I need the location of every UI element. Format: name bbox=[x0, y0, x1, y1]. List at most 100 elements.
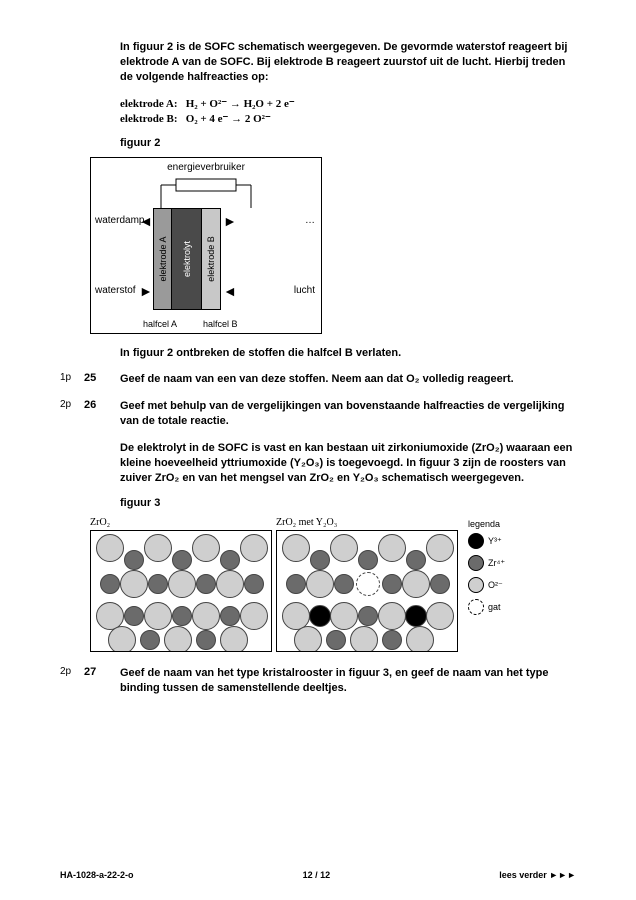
atom-gap bbox=[356, 572, 380, 596]
atom-zr bbox=[124, 606, 144, 626]
atom-zr bbox=[124, 550, 144, 570]
atom-zr bbox=[172, 606, 192, 626]
footer-right: lees verder ►►► bbox=[499, 870, 576, 880]
halfcell-b-label: halfcel B bbox=[203, 319, 238, 329]
arrow-icon: ► bbox=[139, 283, 153, 299]
atom-o bbox=[426, 534, 454, 562]
atom-o bbox=[164, 626, 192, 652]
q27-text: Geef de naam van het type kristalrooster… bbox=[120, 666, 576, 696]
atom-o bbox=[192, 602, 220, 630]
legend-swatch bbox=[468, 599, 484, 615]
fig3-left-title: ZrO₂ bbox=[90, 517, 272, 528]
atom-y bbox=[405, 605, 427, 627]
atom-o bbox=[120, 570, 148, 598]
electrolyte-label: elektrolyt bbox=[182, 241, 192, 277]
fig3-left-panel bbox=[90, 530, 272, 652]
legend-label: O²⁻ bbox=[488, 580, 503, 591]
legend-row: O²⁻ bbox=[468, 577, 538, 593]
fig3-legend: legenda Y³⁺Zr⁴⁺O²⁻gat bbox=[462, 517, 538, 652]
atom-o bbox=[330, 602, 358, 630]
atom-o bbox=[108, 626, 136, 652]
arrow-icon: ◄ bbox=[139, 213, 153, 229]
atom-zr bbox=[310, 550, 330, 570]
eqB-label: elektrode B: bbox=[120, 113, 178, 125]
atom-zr bbox=[100, 574, 120, 594]
atom-o bbox=[216, 570, 244, 598]
atom-zr bbox=[220, 606, 240, 626]
page: In figuur 2 is de SOFC schematisch weerg… bbox=[0, 0, 636, 900]
atom-zr bbox=[220, 550, 240, 570]
legend-row: Zr⁴⁺ bbox=[468, 555, 538, 571]
arrow-icon: ► bbox=[223, 213, 237, 229]
legend-label: gat bbox=[488, 602, 501, 612]
atom-zr bbox=[430, 574, 450, 594]
atom-zr bbox=[358, 550, 378, 570]
fig3-row: ZrO₂ ZrO₂ met Y₂O₃ legenda Y³⁺Zr⁴⁺O²⁻gat bbox=[90, 517, 550, 652]
atom-zr bbox=[172, 550, 192, 570]
q26-mark: 2p bbox=[60, 399, 84, 429]
legend-label: Y³⁺ bbox=[488, 536, 502, 547]
atom-zr bbox=[334, 574, 354, 594]
figure-3: ZrO₂ ZrO₂ met Y₂O₃ legenda Y³⁺Zr⁴⁺O²⁻gat bbox=[90, 517, 550, 652]
q27-num: 27 bbox=[84, 666, 120, 696]
halfcell-a-label: halfcel A bbox=[143, 319, 177, 329]
legend-items: Y³⁺ Zr⁴⁺ O²⁻ gat bbox=[468, 533, 538, 615]
footer-center: 12 / 12 bbox=[303, 870, 331, 880]
eqA-label: elektrode A: bbox=[120, 98, 178, 110]
atom-o bbox=[96, 534, 124, 562]
atom-o bbox=[240, 602, 268, 630]
question-27: 2p 27 Geef de naam van het type kristalr… bbox=[120, 666, 576, 696]
fig2-body: elektrode A elektrolyt elektrode B water… bbox=[91, 173, 321, 333]
electrolyte-text: De elektrolyt in de SOFC is vast en kan … bbox=[120, 441, 576, 486]
atom-zr bbox=[196, 630, 216, 650]
legend-swatch bbox=[468, 555, 484, 571]
fig3-right-col: ZrO₂ met Y₂O₃ bbox=[276, 517, 458, 652]
fig3-left-col: ZrO₂ bbox=[90, 517, 272, 652]
electrolyte: elektrolyt bbox=[171, 208, 203, 310]
fig2-left-bot: waterstof bbox=[95, 285, 136, 296]
atom-o bbox=[378, 602, 406, 630]
eqA-formula: H₂ + O²⁻ → H₂O + 2 e⁻ bbox=[186, 98, 295, 110]
electrode-a: elektrode A bbox=[153, 208, 173, 310]
electrode-b: elektrode B bbox=[201, 208, 221, 310]
question-26: 2p 26 Geef met behulp van de vergelijkin… bbox=[120, 399, 576, 429]
q26-num: 26 bbox=[84, 399, 120, 429]
atom-zr bbox=[382, 574, 402, 594]
fig3-right-title: ZrO₂ met Y₂O₃ bbox=[276, 517, 458, 528]
atom-o bbox=[406, 626, 434, 652]
atom-o bbox=[282, 534, 310, 562]
atom-y bbox=[309, 605, 331, 627]
legend-swatch bbox=[468, 577, 484, 593]
atom-o bbox=[294, 626, 322, 652]
electrode-b-label: elektrode B bbox=[206, 236, 216, 282]
fig2-right-top: … bbox=[305, 215, 315, 226]
fig2-wires bbox=[91, 173, 321, 208]
atom-o bbox=[378, 534, 406, 562]
atom-o bbox=[426, 602, 454, 630]
after-fig2-text: In figuur 2 ontbreken de stoffen die hal… bbox=[120, 346, 576, 361]
legend-row: gat bbox=[468, 599, 538, 615]
legend-label: Zr⁴⁺ bbox=[488, 558, 505, 569]
legend-row: Y³⁺ bbox=[468, 533, 538, 549]
atom-o bbox=[240, 534, 268, 562]
atom-o bbox=[220, 626, 248, 652]
fig2-top-label: energieverbruiker bbox=[91, 158, 321, 173]
atom-o bbox=[192, 534, 220, 562]
atom-o bbox=[168, 570, 196, 598]
footer-left: HA-1028-a-22-2-o bbox=[60, 870, 134, 880]
atom-zr bbox=[286, 574, 306, 594]
figure-2: energieverbruiker elektrode A elektrolyt bbox=[90, 157, 322, 334]
atom-o bbox=[330, 534, 358, 562]
atom-o bbox=[306, 570, 334, 598]
equation-b: elektrode B: O₂ + 4 e⁻ → 2 O²⁻ bbox=[120, 112, 576, 125]
question-25: 1p 25 Geef de naam van een van deze stof… bbox=[120, 372, 576, 387]
atom-zr bbox=[382, 630, 402, 650]
equation-a: elektrode A: H₂ + O²⁻ → H₂O + 2 e⁻ bbox=[120, 97, 576, 110]
atom-o bbox=[144, 602, 172, 630]
q25-mark: 1p bbox=[60, 372, 84, 387]
fig2-label: figuur 2 bbox=[120, 137, 576, 149]
fig3-label: figuur 3 bbox=[120, 497, 576, 509]
atom-zr bbox=[196, 574, 216, 594]
content-col: In figuur 2 is de SOFC schematisch weerg… bbox=[120, 40, 576, 696]
fig3-right-panel bbox=[276, 530, 458, 652]
